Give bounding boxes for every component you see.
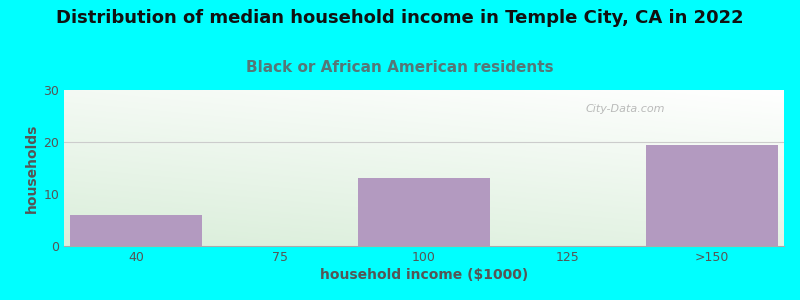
Y-axis label: households: households [25, 123, 39, 213]
Bar [358, 178, 490, 246]
Text: Distribution of median household income in Temple City, CA in 2022: Distribution of median household income … [56, 9, 744, 27]
Bar [646, 145, 778, 246]
X-axis label: household income ($1000): household income ($1000) [320, 268, 528, 282]
Bar [70, 215, 202, 246]
Text: Black or African American residents: Black or African American residents [246, 60, 554, 75]
Text: City-Data.com: City-Data.com [586, 104, 666, 114]
